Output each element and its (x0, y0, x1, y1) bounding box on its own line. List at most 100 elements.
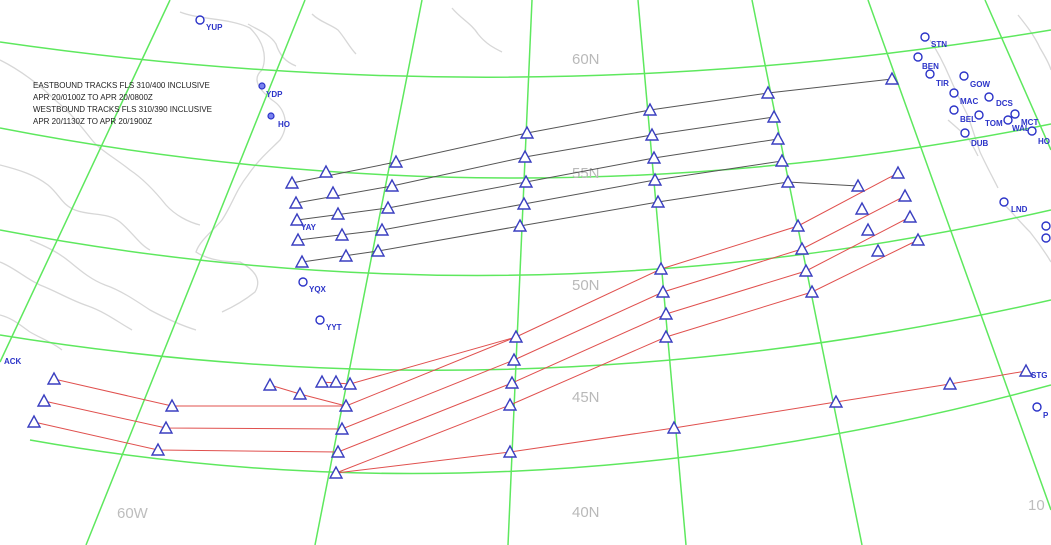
triangle-icon[interactable] (850, 178, 866, 192)
triangle-icon[interactable] (292, 386, 308, 400)
triangle-icon[interactable] (666, 420, 682, 434)
triangle-icon[interactable] (780, 174, 796, 188)
triangle-icon[interactable] (284, 175, 300, 189)
triangle-icon[interactable] (646, 150, 662, 164)
triangle-icon[interactable] (517, 149, 533, 163)
airport-ho-r[interactable]: HO (1027, 126, 1050, 146)
airport-yyt[interactable]: YYT (315, 315, 342, 332)
triangle-icon[interactable] (342, 376, 358, 390)
triangle-icon[interactable] (910, 232, 926, 246)
triangle-icon[interactable] (288, 195, 304, 209)
triangle-icon[interactable] (828, 394, 844, 408)
triangle-icon[interactable] (290, 232, 306, 246)
airport-lnd[interactable]: LND (999, 197, 1028, 214)
triangle-icon[interactable] (884, 71, 900, 85)
airport-tir[interactable]: TIR (925, 69, 949, 88)
triangle-icon[interactable] (760, 85, 776, 99)
westbound-track-5 (335, 370, 1027, 474)
triangle-icon[interactable] (294, 254, 310, 268)
triangle-icon[interactable] (798, 263, 814, 277)
airport-bel[interactable]: BEL (949, 105, 976, 124)
airport-stg[interactable]: STG (1031, 371, 1047, 380)
triangle-icon[interactable] (328, 374, 344, 388)
triangle-icon[interactable] (334, 227, 350, 241)
triangle-icon[interactable] (338, 398, 354, 412)
triangle-icon[interactable] (388, 154, 404, 168)
airport-mac[interactable]: MAC (949, 88, 978, 106)
airport-p[interactable]: P (1032, 402, 1049, 420)
triangle-icon[interactable] (289, 212, 305, 226)
triangle-icon[interactable] (330, 206, 346, 220)
triangle-icon[interactable] (642, 102, 658, 116)
triangle-icon[interactable] (766, 109, 782, 123)
triangle-icon[interactable] (650, 194, 666, 208)
airport-yay[interactable]: YAY (301, 223, 317, 232)
triangle-icon[interactable] (770, 131, 786, 145)
triangle-icon[interactable] (325, 185, 341, 199)
airport-stn[interactable]: STN (920, 32, 947, 49)
triangle-icon[interactable] (794, 241, 810, 255)
triangle-icon[interactable] (370, 243, 386, 257)
info-line-2: APR 20/0100Z TO APR 20/0800Z (33, 93, 153, 102)
triangle-icon[interactable] (328, 465, 344, 479)
triangle-icon[interactable] (647, 172, 663, 186)
triangle-icon[interactable] (519, 125, 535, 139)
triangle-icon[interactable] (262, 377, 278, 391)
triangle-icon[interactable] (502, 444, 518, 458)
triangle-icon[interactable] (314, 374, 330, 388)
airport-dub[interactable]: DUB (960, 128, 989, 148)
triangle-icon[interactable] (158, 420, 174, 434)
airport-gow[interactable]: GOW (959, 71, 990, 89)
triangle-icon[interactable] (150, 442, 166, 456)
triangle-icon[interactable] (384, 178, 400, 192)
airport-tom[interactable]: TOM (974, 110, 1003, 128)
triangle-icon[interactable] (330, 444, 346, 458)
triangle-icon[interactable] (644, 127, 660, 141)
airport-label-gow: GOW (970, 80, 990, 89)
triangle-icon[interactable] (870, 243, 886, 257)
triangle-icon[interactable] (516, 196, 532, 210)
triangle-icon[interactable] (518, 174, 534, 188)
airport-ydp[interactable]: YDP (258, 82, 283, 99)
info-line-4: APR 20/1130Z TO APR 20/1900Z (33, 117, 152, 126)
triangle-icon[interactable] (36, 393, 52, 407)
triangle-icon[interactable] (26, 414, 42, 428)
triangle-icon[interactable] (804, 284, 820, 298)
triangle-icon[interactable] (380, 200, 396, 214)
triangle-icon[interactable] (338, 248, 354, 262)
triangle-icon[interactable] (658, 329, 674, 343)
triangle-icon[interactable] (164, 398, 180, 412)
triangle-icon[interactable] (502, 397, 518, 411)
triangle-icon[interactable] (790, 218, 806, 232)
triangle-icon[interactable] (46, 371, 62, 385)
westbound-track-2 (43, 195, 906, 430)
airport-yqx[interactable]: YQX (298, 277, 327, 294)
triangle-icon[interactable] (890, 165, 906, 179)
triangle-icon[interactable] (942, 376, 958, 390)
triangle-icon[interactable] (860, 222, 876, 236)
triangle-icon[interactable] (902, 209, 918, 223)
airport-mct[interactable]: MCT (1010, 109, 1038, 127)
triangle-icon[interactable] (653, 261, 669, 275)
triangle-icon[interactable] (655, 284, 671, 298)
triangle-icon[interactable] (374, 222, 390, 236)
triangle-icon[interactable] (334, 421, 350, 435)
airport-ho[interactable]: HO (267, 112, 290, 129)
triangle-icon[interactable] (658, 306, 674, 320)
airport-dcs[interactable]: DCS (984, 92, 1014, 108)
airport-yup[interactable]: YUP (195, 15, 223, 32)
triangle-icon[interactable] (854, 201, 870, 215)
triangle-icon[interactable] (512, 218, 528, 232)
triangle-icon[interactable] (1018, 363, 1034, 377)
triangle-icon[interactable] (774, 153, 790, 167)
triangle-icon[interactable] (504, 375, 520, 389)
airport-wal[interactable]: WAL (1003, 115, 1030, 133)
triangle-icon[interactable] (508, 329, 524, 343)
triangle-icon[interactable] (897, 188, 913, 202)
triangle-icon[interactable] (318, 164, 334, 178)
triangle-icon[interactable] (506, 352, 522, 366)
circle-icon (1027, 126, 1037, 136)
airport-ack[interactable]: ACK (4, 357, 22, 366)
circle-icon (267, 112, 275, 120)
airport-ben[interactable]: BEN (913, 52, 939, 71)
